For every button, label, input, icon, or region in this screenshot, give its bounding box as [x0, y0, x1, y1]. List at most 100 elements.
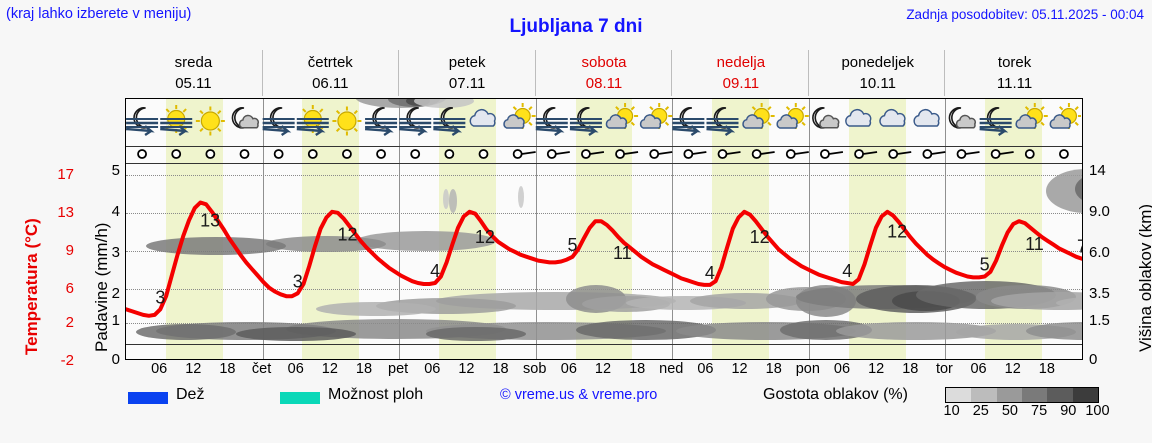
wind-barb	[512, 149, 536, 159]
x-axis-tick-label: 06	[970, 361, 987, 377]
day-name: nedelja	[716, 54, 766, 71]
wind-barb-row	[125, 145, 1081, 163]
weather-icon-cloud	[879, 108, 906, 127]
cloud-density-step-label: 25	[972, 403, 989, 419]
wind-barb	[888, 149, 912, 159]
temperature-label: 5	[568, 235, 578, 255]
plot-area: 13 3 12 3 12 4 11 5 12 4 12 4 11 5 7	[126, 99, 1082, 341]
day-name: sreda	[174, 54, 213, 71]
weather-icon-cloud	[845, 108, 872, 127]
weather-icon-moon-cloud	[812, 107, 840, 129]
temperature-label: 4	[430, 261, 440, 281]
weather-icon-sun-cloud	[639, 103, 673, 129]
cloud-density-step-label: 75	[1031, 403, 1048, 419]
precipitation-tick: 5	[111, 162, 120, 179]
showers-legend-label: Možnost ploh	[328, 386, 424, 403]
day-separator	[536, 99, 537, 359]
cloud-density-step	[996, 388, 1022, 402]
day-date: 06.11	[312, 75, 349, 93]
day-date: 07.11	[448, 75, 486, 93]
weather-icon-cloud	[469, 108, 496, 127]
weather-icons	[125, 103, 1081, 136]
temperature-label: 12	[338, 224, 358, 244]
header-separator	[671, 50, 673, 96]
cloud-blob	[991, 292, 1082, 310]
wind-barbs	[137, 149, 1069, 159]
wind-barb	[990, 149, 1014, 159]
wind-barb	[137, 149, 147, 159]
cloud-density-step	[1072, 388, 1098, 402]
weather-icon-sun-cloud	[776, 103, 809, 129]
weather-icon-moon-wind	[364, 107, 398, 136]
wind-barb	[444, 149, 455, 159]
page-title: Ljubljana 7 dni	[509, 16, 643, 37]
cloud-density-step-label: 10	[943, 403, 960, 419]
day-separator	[672, 99, 673, 359]
cloud-blob	[576, 320, 716, 340]
header-separator	[534, 50, 536, 96]
header-separator	[944, 50, 946, 96]
x-axis-tick-label: 12	[594, 361, 612, 377]
cloud-blob	[836, 322, 996, 340]
x-axis-tick-label: ned	[659, 361, 684, 377]
x-axis-tick-label: 18	[1038, 361, 1055, 377]
x-axis-tick-label: pet	[388, 361, 409, 377]
cloud-density-step	[946, 388, 972, 402]
day-header-row: sreda 05.11 četrtek 06.11 petek 07.11 sobota 08…	[125, 50, 1083, 96]
day-header-sreda: sreda 05.11	[125, 50, 262, 96]
x-axis-tick-label: 06	[697, 361, 714, 377]
axis-line	[126, 163, 1082, 164]
temperature-label: 3	[155, 287, 165, 307]
cloud-height-tick: 0	[1089, 351, 1098, 368]
gridline	[126, 213, 1082, 214]
temperature-tick: 9	[65, 242, 74, 259]
cloud-blob	[1056, 297, 1082, 309]
cloud-blob	[356, 231, 496, 251]
x-axis-tick-label: čet	[251, 361, 272, 377]
cloud-density-scale	[945, 387, 1099, 403]
day-date: 10.11	[859, 75, 896, 93]
forecast-chart: 13 3 12 3 12 4 11 5 12 4 12 4 11 5 7	[125, 98, 1083, 360]
copyright-link[interactable]: © vreme.us & vreme.pro	[500, 387, 658, 403]
wind-barb	[922, 149, 946, 159]
temperature-label: 7	[1077, 237, 1082, 257]
weather-icon-sun-cloud	[605, 103, 639, 129]
x-axis-tick-label: 12	[458, 361, 475, 377]
weather-icon-cloud	[913, 108, 940, 127]
showers-swatch	[280, 392, 320, 404]
x-axis-tick-label: 12	[321, 361, 338, 377]
cloud-blob	[136, 324, 236, 340]
weather-icon-moon-cloud	[231, 107, 259, 129]
cloud-blob	[443, 189, 449, 209]
cloud-height-tick: 3.5	[1089, 285, 1110, 302]
wind-barb	[273, 149, 284, 159]
x-axis-tick-label: 06	[833, 361, 851, 377]
weather-icon-sun-cloud	[1049, 103, 1081, 129]
header-separator	[398, 50, 400, 96]
x-axis-tick-label: 06	[151, 361, 168, 377]
weather-icon-strip	[125, 99, 1081, 163]
wind-barb	[478, 149, 489, 159]
day-name: torek	[997, 54, 1032, 71]
weather-icon-moon-wind	[672, 107, 705, 136]
wind-barb	[376, 149, 386, 159]
location-menu-note[interactable]: (kraj lahko izberete v meniju)	[6, 6, 192, 22]
x-axis-tick-label: 18	[219, 361, 236, 377]
temperature-tick: -2	[60, 352, 74, 369]
day-date: 11.11	[996, 75, 1033, 93]
x-axis-tick-label: sob	[523, 361, 547, 377]
cloud-density-legend-title: Gostota oblakov (%)	[763, 386, 908, 403]
temperature-label: 12	[475, 227, 495, 247]
x-axis-tick-label: 18	[902, 361, 919, 377]
x-axis-tick-label: 12	[868, 361, 885, 377]
cloud-density-step-label: 100	[1085, 403, 1110, 419]
temperature-tick: 17	[57, 166, 74, 183]
day-name: sobota	[581, 54, 627, 71]
temperature-label: 12	[750, 227, 770, 247]
weather-icon-sun-cloud	[742, 103, 775, 129]
weather-icon-moon-wind	[535, 107, 568, 136]
day-separator	[945, 99, 946, 359]
wind-barb	[854, 149, 878, 159]
x-axis-tick-label: 18	[355, 361, 373, 377]
cloud-height-tick: 9.0	[1089, 203, 1110, 220]
